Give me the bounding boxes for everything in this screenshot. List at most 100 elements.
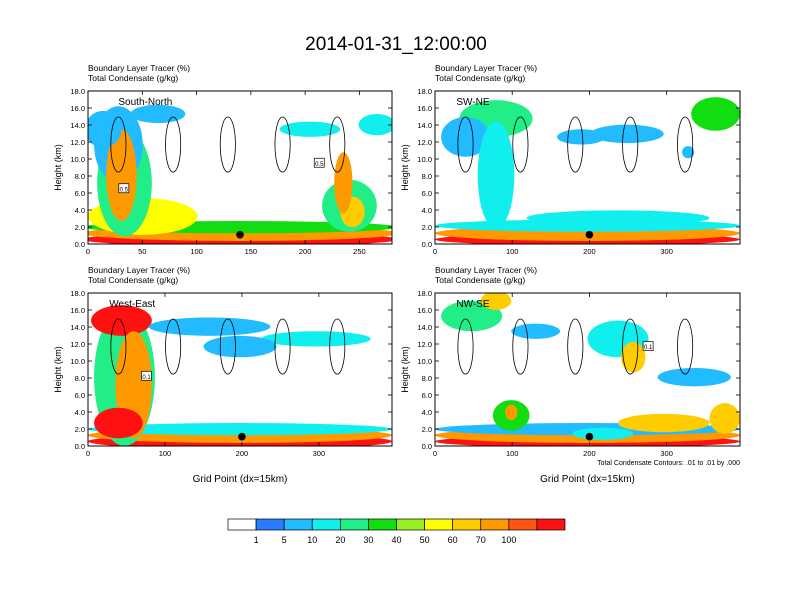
x-tick-label: 300 bbox=[660, 247, 673, 256]
y-tick-label: 12.0 bbox=[70, 138, 85, 147]
tracer-area bbox=[572, 427, 634, 440]
y-tick-label: 10.0 bbox=[70, 357, 85, 366]
colorbar-swatch bbox=[339, 518, 369, 531]
y-tick-label: 10.0 bbox=[417, 155, 432, 164]
tracer-area bbox=[106, 129, 137, 222]
contour-line bbox=[329, 318, 346, 375]
condensate-contours bbox=[457, 116, 694, 173]
colorbar-label: 70 bbox=[476, 535, 486, 545]
tracer-area bbox=[261, 331, 371, 347]
contour-line bbox=[219, 318, 236, 375]
contour-line bbox=[457, 116, 474, 173]
contour-line bbox=[622, 116, 639, 173]
colorbar-label: 10 bbox=[307, 535, 317, 545]
contour-line bbox=[677, 116, 694, 173]
colorbar-swatch bbox=[396, 518, 425, 531]
x-tick-label: 50 bbox=[138, 247, 146, 256]
colorbar-swatch bbox=[368, 518, 397, 531]
y-tick-label: 10.0 bbox=[417, 357, 432, 366]
colorbar-swatch bbox=[424, 518, 454, 531]
tracer-area bbox=[682, 146, 695, 159]
tracer-area bbox=[203, 335, 277, 358]
panel-west-east: 0.1 West-East Boundary Layer Tracer (%)Tot… bbox=[53, 265, 393, 485]
condensate-contours bbox=[457, 318, 694, 375]
colorbar-label: 40 bbox=[391, 535, 401, 545]
contour-label: 0.5 bbox=[120, 187, 129, 193]
y-tick-label: 6.0 bbox=[75, 189, 85, 198]
panel-subtitle: Boundary Layer Tracer (%) bbox=[435, 63, 537, 73]
plot-frame bbox=[434, 90, 741, 245]
y-tick-label: 6.0 bbox=[75, 391, 85, 400]
contour-note: Total Condensate Contours: .01 to .01 by… bbox=[597, 460, 740, 467]
tracer-area bbox=[441, 117, 490, 157]
tracer-area bbox=[505, 404, 518, 420]
x-tick-label: 200 bbox=[299, 247, 312, 256]
tracer-shading bbox=[435, 293, 740, 446]
y-tick-label: 16.0 bbox=[417, 306, 432, 315]
x-tick-label: 0 bbox=[433, 449, 437, 458]
plot-frame bbox=[434, 292, 741, 447]
contour-line bbox=[165, 318, 182, 375]
contour-line bbox=[622, 318, 639, 375]
x-tick-label: 100 bbox=[506, 247, 519, 256]
panel-subtitle: Total Condensate (g/kg) bbox=[435, 73, 525, 83]
y-tick-label: 18.0 bbox=[417, 87, 432, 96]
x-tick-label: 100 bbox=[190, 247, 203, 256]
tracer-area bbox=[511, 323, 561, 339]
x-tick-label: 200 bbox=[236, 449, 249, 458]
y-axis-label: Height (km) bbox=[400, 144, 410, 191]
y-tick-label: 18.0 bbox=[70, 289, 85, 298]
colorbar-label: 5 bbox=[282, 535, 287, 545]
tracer-area bbox=[526, 210, 710, 226]
y-tick-label: 2.0 bbox=[422, 223, 432, 232]
contour-label: 0.1 bbox=[644, 345, 653, 351]
contour-line bbox=[110, 116, 127, 173]
y-tick-label: 4.0 bbox=[75, 408, 85, 417]
y-tick-label: 16.0 bbox=[70, 306, 85, 315]
y-tick-label: 14.0 bbox=[70, 323, 85, 332]
y-tick-label: 4.0 bbox=[75, 206, 85, 215]
panel-south-north: 0.5 0.5 South-North Boundary Layer Tracer (… bbox=[53, 63, 393, 256]
contour-line bbox=[219, 116, 236, 173]
tracer-area bbox=[477, 121, 515, 229]
y-tick-label: 12.0 bbox=[417, 340, 432, 349]
colorbar-label: 1 bbox=[254, 535, 259, 545]
colorbar-swatch bbox=[452, 518, 482, 531]
contour-label-box bbox=[313, 157, 325, 168]
contour-line bbox=[567, 318, 584, 375]
cross-section-label: SW-NE bbox=[456, 97, 489, 108]
contour-line bbox=[329, 116, 346, 173]
location-marker bbox=[585, 432, 594, 441]
colorbar-swatch bbox=[255, 518, 285, 531]
x-axis-label: Grid Point (dx=15km) bbox=[540, 474, 635, 485]
contour-label: 0.5 bbox=[315, 162, 324, 168]
x-tick-label: 100 bbox=[159, 449, 172, 458]
tracer-area bbox=[709, 403, 740, 434]
x-tick-label: 250 bbox=[353, 247, 366, 256]
x-tick-label: 0 bbox=[86, 449, 90, 458]
panel-sw-ne: SW-NE Boundary Layer Tracer (%)Total Cond… bbox=[400, 63, 741, 256]
tracer-area bbox=[441, 300, 503, 332]
x-tick-label: 0 bbox=[433, 247, 437, 256]
y-tick-label: 18.0 bbox=[417, 289, 432, 298]
colorbar-label: 20 bbox=[335, 535, 345, 545]
y-tick-label: 12.0 bbox=[417, 138, 432, 147]
location-marker bbox=[236, 230, 244, 239]
y-tick-label: 4.0 bbox=[422, 206, 432, 215]
y-tick-label: 6.0 bbox=[422, 189, 432, 198]
panels: 0.5 0.5 South-North Boundary Layer Tracer (… bbox=[53, 63, 741, 485]
y-tick-label: 14.0 bbox=[417, 323, 432, 332]
y-tick-label: 18.0 bbox=[70, 87, 85, 96]
tracer-area bbox=[130, 104, 186, 124]
tracer-area bbox=[334, 152, 353, 214]
contour-line bbox=[274, 116, 291, 173]
x-tick-label: 150 bbox=[245, 247, 258, 256]
x-tick-label: 0 bbox=[86, 247, 90, 256]
tracer-area bbox=[691, 97, 740, 131]
x-tick-label: 300 bbox=[313, 449, 326, 458]
tracer-area bbox=[88, 110, 122, 148]
y-tick-label: 14.0 bbox=[70, 121, 85, 130]
y-tick-label: 16.0 bbox=[70, 104, 85, 113]
tracer-area bbox=[621, 341, 646, 373]
